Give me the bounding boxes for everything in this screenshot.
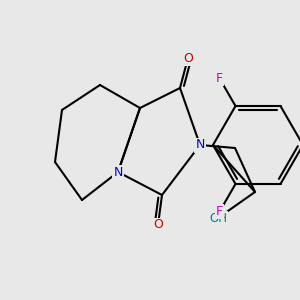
Text: OH: OH (209, 212, 227, 224)
Text: N: N (195, 139, 205, 152)
Text: F: F (216, 205, 223, 218)
Text: O: O (183, 52, 193, 64)
Text: F: F (216, 72, 223, 85)
Text: N: N (113, 166, 123, 178)
Text: O: O (153, 218, 163, 232)
